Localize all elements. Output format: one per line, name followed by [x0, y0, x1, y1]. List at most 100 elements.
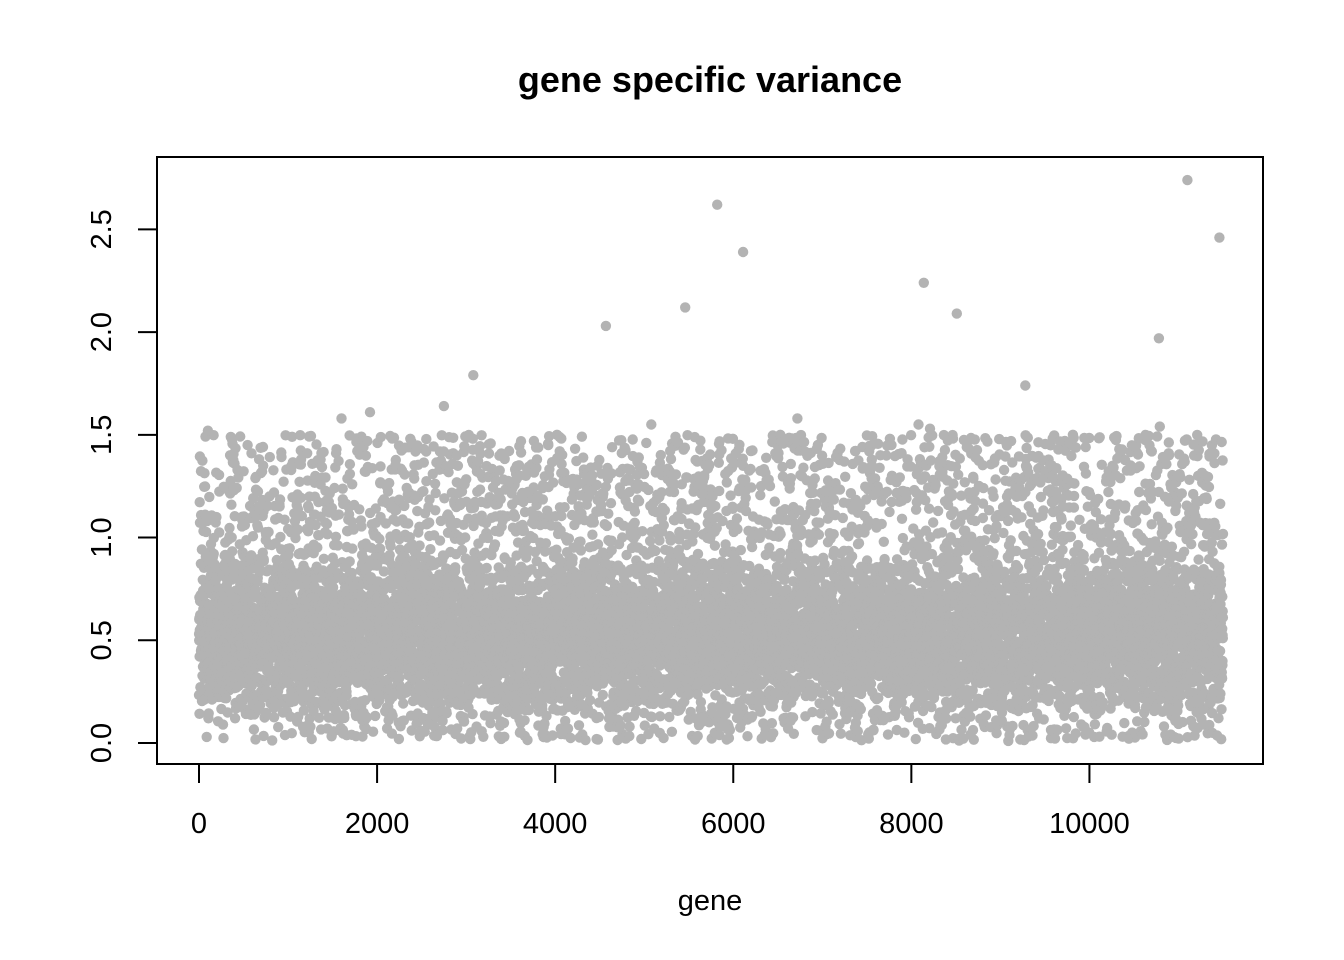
data-point	[312, 542, 323, 553]
data-point	[481, 562, 492, 574]
data-point	[418, 457, 429, 468]
data-point	[258, 555, 269, 567]
data-point	[489, 539, 501, 550]
data-point	[268, 465, 279, 476]
data-point	[275, 531, 286, 543]
data-point	[624, 730, 635, 742]
data-point	[316, 461, 328, 473]
data-point	[605, 498, 617, 509]
data-point	[531, 454, 543, 465]
data-point	[276, 451, 287, 463]
data-point	[208, 548, 219, 559]
data-point	[494, 465, 505, 476]
data-point	[593, 711, 605, 723]
data-point	[580, 734, 591, 746]
data-point	[267, 735, 278, 746]
data-point	[399, 469, 410, 480]
data-point	[522, 734, 533, 746]
data-point	[434, 535, 446, 546]
data-point	[398, 698, 409, 709]
data-point	[257, 441, 269, 453]
data-point	[211, 511, 222, 523]
data-point	[330, 531, 342, 542]
data-point	[292, 524, 303, 535]
data-point	[548, 477, 559, 488]
data-point	[286, 728, 297, 739]
data-point	[347, 479, 358, 490]
data-point	[586, 470, 598, 481]
data-point	[569, 443, 581, 454]
data-point	[557, 449, 568, 461]
data-point	[360, 450, 372, 461]
data-point	[375, 431, 386, 443]
data-point	[515, 447, 527, 458]
data-point	[318, 446, 329, 458]
data-point	[213, 469, 225, 481]
data-point	[452, 460, 464, 471]
data-point	[229, 713, 241, 724]
data-point	[594, 454, 605, 466]
data-point	[515, 436, 527, 447]
data-point	[235, 431, 246, 442]
data-point	[248, 724, 260, 735]
data-point	[201, 731, 212, 743]
data-point	[305, 430, 317, 442]
data-point	[624, 721, 635, 732]
data-point	[200, 526, 212, 538]
data-point	[509, 511, 521, 522]
data-point	[478, 731, 489, 742]
data-point	[485, 718, 496, 729]
data-point	[295, 430, 306, 441]
data-point	[499, 731, 510, 742]
data-point	[543, 439, 554, 451]
data-point	[333, 455, 344, 467]
data-point	[214, 527, 225, 538]
data-point	[565, 732, 576, 744]
data-point	[425, 544, 436, 555]
data-point	[274, 494, 286, 505]
data-point	[273, 721, 284, 733]
data-point	[375, 461, 386, 472]
data-point	[578, 452, 589, 463]
data-point	[519, 715, 530, 726]
data-point	[374, 533, 385, 545]
data-point	[441, 708, 452, 719]
data-point	[344, 459, 356, 470]
data-point	[567, 553, 578, 564]
data-point	[450, 562, 461, 573]
data-point	[218, 732, 229, 744]
data-point	[629, 506, 641, 517]
data-point	[268, 712, 280, 723]
data-point	[495, 494, 506, 505]
data-point	[503, 445, 515, 457]
data-point	[370, 710, 381, 722]
data-point	[476, 430, 487, 441]
data-point	[592, 734, 604, 745]
data-point	[204, 491, 215, 503]
data-point	[467, 708, 478, 720]
data-point	[393, 733, 405, 745]
data-point	[390, 454, 401, 466]
data-point	[362, 435, 373, 447]
data-point	[356, 521, 367, 532]
data-point	[603, 508, 614, 519]
data-point	[533, 442, 544, 453]
data-point	[430, 487, 441, 499]
data-point	[403, 518, 414, 529]
data-point	[258, 460, 269, 471]
data-point	[633, 496, 645, 507]
data-point	[305, 721, 316, 732]
data-point	[354, 504, 365, 515]
data-point	[339, 712, 350, 724]
data-point	[409, 473, 420, 484]
data-point	[321, 518, 333, 530]
data-point	[197, 455, 208, 466]
data-point	[384, 477, 395, 489]
data-point	[448, 432, 459, 443]
data-point	[629, 517, 640, 528]
data-point	[344, 556, 355, 567]
data-point	[430, 505, 441, 516]
data-point	[584, 695, 596, 706]
data-point	[575, 545, 587, 556]
